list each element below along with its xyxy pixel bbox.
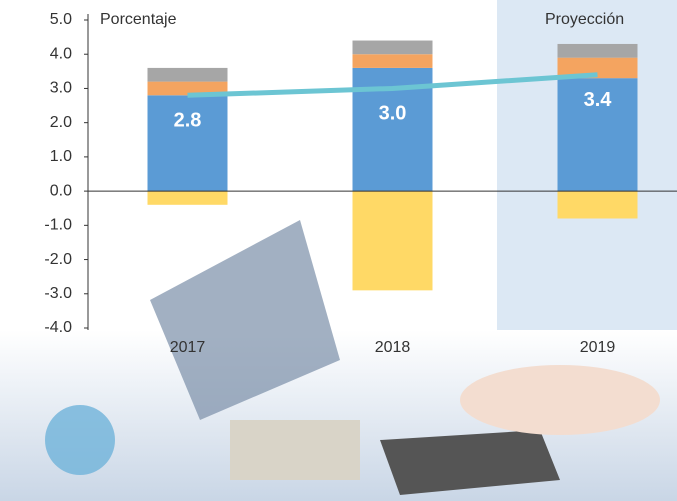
value-label: 3.0 <box>379 103 407 125</box>
y-tick-label: 1.0 <box>50 148 72 165</box>
y-tick-label: 3.0 <box>50 80 72 97</box>
value-label: 2.8 <box>174 110 202 132</box>
x-tick-label: 2019 <box>580 339 616 356</box>
chart: Porcentaje Proyección 5.0 4.0 3.0 2.0 1.0 0.0… <box>0 0 677 501</box>
y-tick-label: -4.0 <box>44 319 72 336</box>
y-tick-label: 2.0 <box>50 114 72 131</box>
bar-segment <box>353 54 433 68</box>
projection-label: Proyección <box>545 11 624 28</box>
bar-segment <box>148 191 228 205</box>
x-tick-label: 2017 <box>170 339 206 356</box>
bar-segment <box>558 191 638 218</box>
bar-segment <box>353 191 433 290</box>
bar-segment <box>148 68 228 82</box>
y-tick-label: 0.0 <box>50 182 72 199</box>
bar-segment <box>558 44 638 58</box>
y-tick-label: -1.0 <box>44 217 72 234</box>
value-label: 3.4 <box>584 89 613 111</box>
x-tick-label: 2018 <box>375 339 411 356</box>
y-tick-label: -2.0 <box>44 251 72 268</box>
y-tick-label: -3.0 <box>44 285 72 302</box>
y-tick-label: 5.0 <box>50 11 72 28</box>
bar-segment <box>353 41 433 55</box>
y-tick-label: 4.0 <box>50 45 72 62</box>
unit-label: Porcentaje <box>100 11 177 28</box>
